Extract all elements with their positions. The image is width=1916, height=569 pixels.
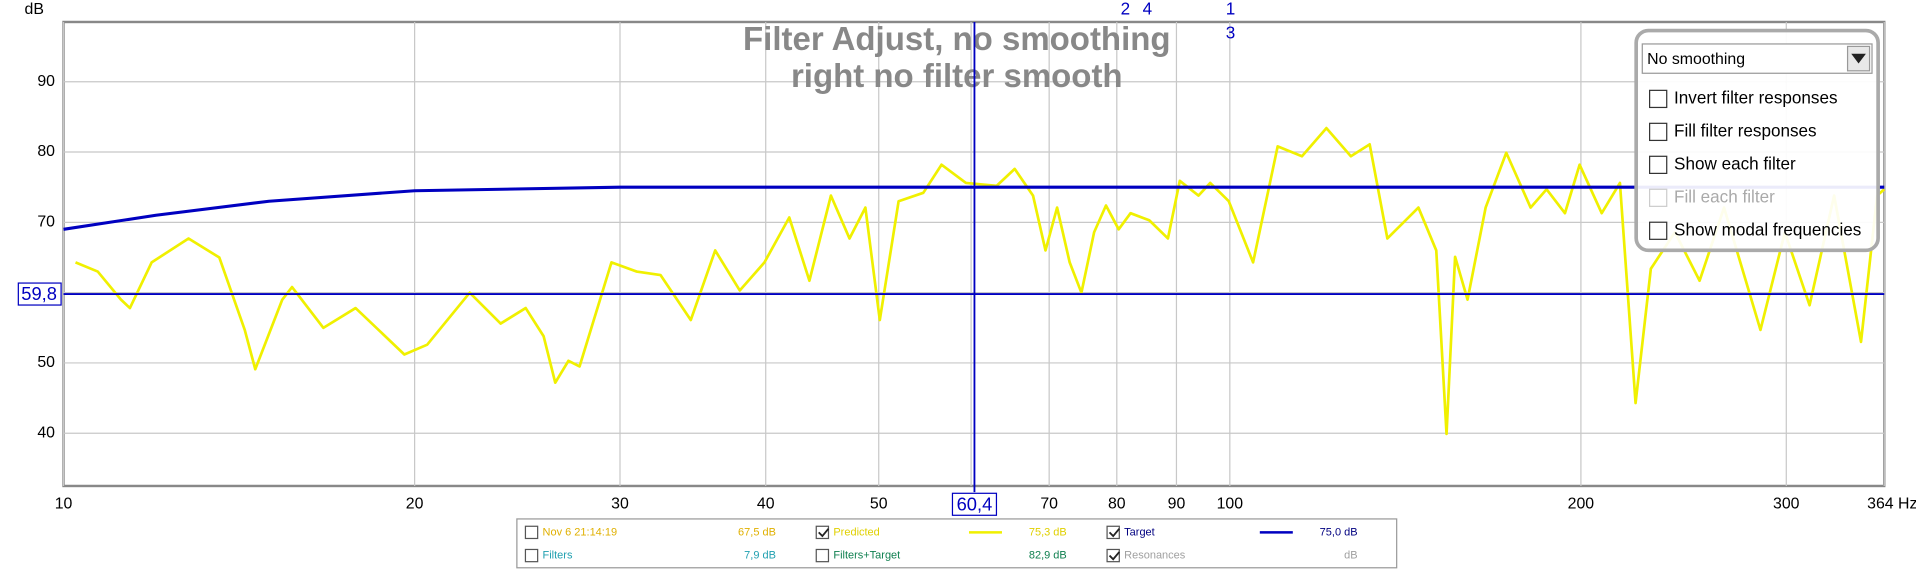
cursor-x-label: 60,4 [957,493,993,514]
x-tick-label: 100 [1217,495,1244,512]
filter-marker: 3 [1226,24,1236,43]
y-tick-label: 90 [37,73,55,90]
check-mark [818,528,830,538]
y-tick-label: 50 [37,354,55,371]
x-tick-label: 364 Hz [1867,495,1916,512]
legend-name: Filters+Target [833,549,900,561]
filter-marker: 2 [1121,0,1131,18]
dropdown-arrow [1851,53,1866,64]
legend-value: dB [1344,549,1357,561]
cursor-y-label: 59,8 [21,283,57,304]
checkbox-label: Show modal frequencies [1674,220,1861,239]
legend: Nov 6 21:14:19 67,5 dB Predicted 75,3 dB Tar… [516,518,1398,569]
legend-value: 67,5 dB [738,526,776,538]
legend-name: Target [1124,526,1155,538]
dropdown-value: No smoothing [1647,51,1745,68]
checkbox-label: Fill filter responses [1674,121,1817,140]
checkbox[interactable] [1649,89,1668,109]
checkbox-label: Show each filter [1674,154,1796,173]
x-tick-label: 200 [1568,495,1595,512]
checkbox[interactable] [1649,221,1668,240]
series-line [75,126,1886,436]
x-tick-label: 50 [870,495,888,512]
y-tick-label: 80 [37,143,55,160]
y-tick-label: 70 [37,214,55,231]
title: Filter Adjust, no smoothing [743,20,1171,57]
legend-checkbox[interactable] [524,525,539,540]
checkbox [1649,188,1668,207]
checkbox[interactable] [1649,155,1668,174]
x-tick-label: 300 [1773,495,1800,512]
x-tick-label: 30 [611,495,629,512]
checkbox-label: Invert filter responses [1674,88,1837,107]
legend-name: Filters [543,549,573,561]
x-tick-label: 10 [55,495,73,512]
legend-value: 75,0 dB [1320,526,1358,538]
x-tick-label: 70 [1040,495,1058,512]
panel-frame [1634,28,1880,253]
filter-marker: 1 [1226,0,1236,18]
controls-panel: No smoothing Invert filter responses Fill… [1634,28,1880,253]
series-line [63,185,1885,231]
x-tick-label: 40 [757,495,775,512]
legend-checkbox[interactable] [815,525,830,540]
y-axis-label: dB [25,1,44,18]
cursor-label-box [951,492,998,516]
legend-name: Predicted [833,526,879,538]
title: right no filter smooth [791,57,1123,94]
legend-checkbox[interactable] [1106,525,1120,540]
legend-value: 82,9 dB [1029,549,1067,561]
checkbox-label: Fill each filter [1674,187,1775,206]
legend-name: Resonances [1124,549,1186,561]
legend-checkbox[interactable] [815,548,830,563]
legend-frame [516,518,1398,569]
legend-checkbox[interactable] [1106,548,1120,563]
filter-marker: 4 [1143,0,1153,18]
y-tick-label: 40 [37,424,55,441]
check-mark [1108,528,1120,538]
legend-value: 7,9 dB [744,549,776,561]
dropdown[interactable] [1641,43,1873,74]
checkbox[interactable] [1649,122,1668,142]
cursor-label-box [17,282,62,306]
x-tick-label: 90 [1168,495,1186,512]
x-tick-label: 80 [1108,495,1126,512]
legend-name: Nov 6 21:14:19 [543,526,618,538]
legend-value: 75,3 dB [1029,526,1067,538]
x-tick-label: 20 [406,495,424,512]
legend-checkbox[interactable] [524,548,539,563]
check-mark [1108,551,1120,561]
